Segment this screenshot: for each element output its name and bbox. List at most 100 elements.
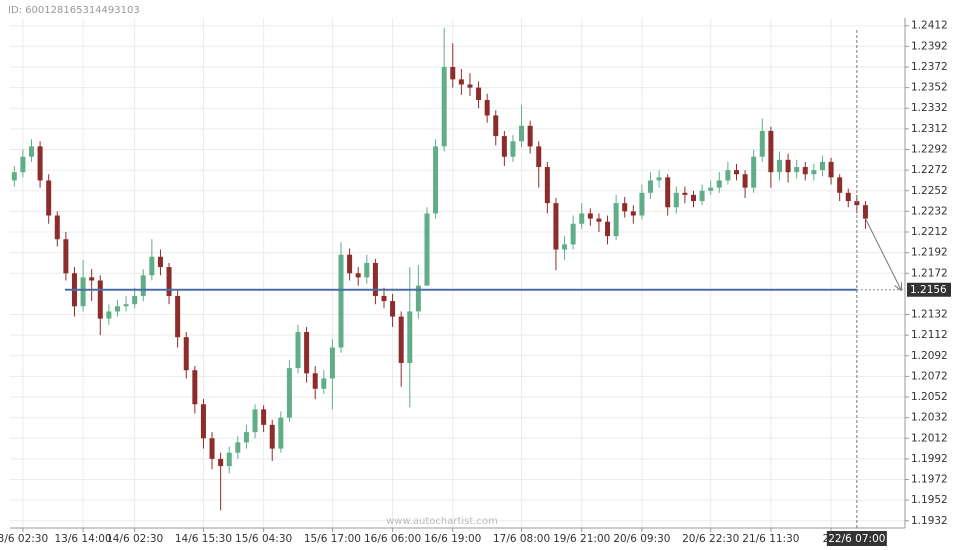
candle-body [751,156,757,188]
candle-body [596,218,602,222]
candle-body [802,167,808,175]
watermark: www.autochartist.com [386,516,498,527]
candle-body [828,161,834,178]
candle-body [192,370,198,405]
candle-body [338,254,344,348]
candle-body [37,146,43,181]
candle-body [785,159,791,173]
candle-body [493,115,499,137]
y-tick-label: 1.2372 [911,61,948,73]
candle-body [140,275,146,296]
candle-body [123,304,129,307]
candle-body [794,167,800,173]
candle-body [364,262,370,278]
y-tick-label: 1.2232 [911,205,948,217]
candle-body [54,215,60,240]
candle-body [673,192,679,208]
candle-body [854,201,860,206]
candle-body [484,99,490,116]
y-tick-label: 1.2032 [911,412,948,424]
x-tick-label: 16/6 19:00 [424,533,481,545]
candle-body [321,378,327,389]
candle-body [243,432,249,443]
y-tick-label: 1.1992 [911,453,948,465]
y-tick-label: 1.2352 [911,82,948,94]
candle-body [562,244,568,250]
x-tick-label: 15/6 04:30 [235,533,292,545]
candle-body [862,205,868,219]
y-tick-label: 1.2412 [911,20,948,32]
candle-body [97,280,103,319]
x-tick-label: 20/6 22:30 [682,533,739,545]
candle-body [28,146,34,157]
candle-body [527,125,533,147]
y-tick-label: 1.2252 [911,185,948,197]
y-tick-label: 1.1932 [911,515,948,527]
candle-body [312,373,318,389]
candle-body [519,125,525,142]
candle-body [355,273,361,278]
candle-body [682,192,688,195]
candle-body [433,146,439,214]
candle-body [398,316,404,363]
level-label-box [907,282,951,297]
candle-body [20,156,26,173]
candle-body [570,223,576,245]
x-tick-label: 3/6 02:30 [0,533,48,545]
candle-body [811,170,817,175]
candle-body [837,177,843,193]
y-tick-label: 1.2312 [911,123,948,135]
candle-body [725,170,731,181]
chart-id: ID: 600128165314493103 [8,5,140,16]
y-tick-label: 1.1972 [911,474,948,486]
candle-body [114,306,120,312]
candle-body [759,130,765,157]
candle-body [415,285,421,312]
candle-body [450,66,456,80]
projection-arrow [865,218,901,290]
candle-body [716,180,722,188]
x-tick-label: 15/6 17:00 [304,533,361,545]
candle-body [776,159,782,173]
y-tick-label: 1.2392 [911,40,948,52]
candle-body [286,368,292,418]
y-tick-label: 1.2052 [911,391,948,403]
candle-body [742,174,748,188]
y-tick-label: 1.2012 [911,432,948,444]
candle-body [467,84,473,88]
candle-body [733,170,739,175]
x-tick-label: 20/6 09:30 [613,533,670,545]
candle-body [390,301,396,317]
x-tick-label: 17/6 08:00 [493,533,550,545]
x-tick-label: 14/6 15:30 [175,533,232,545]
candle-body [200,404,206,439]
candle-body [630,211,636,216]
candle-body [183,337,189,371]
candle-body [587,213,593,219]
y-tick-label: 1.2092 [911,350,948,362]
candle-body [424,213,430,286]
candle-body [407,311,413,363]
candle-body [579,213,585,224]
x-tick-label: 19/6 21:00 [553,533,610,545]
candle-body [639,192,645,216]
candle-body [708,187,714,191]
candle-body [665,177,671,208]
x-tick-label: 13/6 14:00 [54,533,111,545]
candle-body [226,452,232,467]
candle-body [106,311,112,319]
candle-body [11,172,17,181]
candle-body [458,79,464,85]
x-tick-label: 21/6 11:30 [742,533,799,545]
candle-body [89,277,95,281]
candle-body [269,424,275,449]
y-tick-label: 1.2192 [911,247,948,259]
y-tick-label: 1.2132 [911,309,948,321]
candle-body [304,332,310,374]
candle-body [157,256,163,268]
candle-body [544,167,550,204]
level-label: 1.2156 [910,284,947,296]
candle-body [209,438,215,459]
candle-body [175,295,181,338]
